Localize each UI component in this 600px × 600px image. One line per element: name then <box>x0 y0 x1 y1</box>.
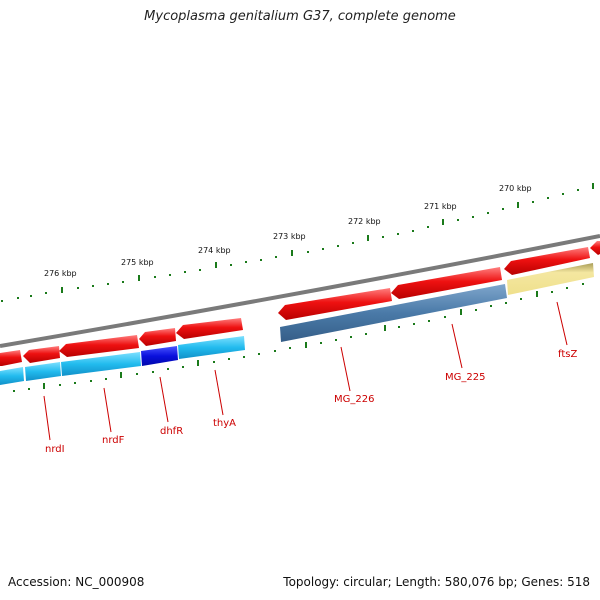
gene-forward-arrow[interactable] <box>278 288 392 320</box>
genome-summary-text: Topology: circular; Length: 580,076 bp; … <box>283 575 590 589</box>
gene-forward-arrow[interactable] <box>504 247 590 275</box>
genome-backbone <box>0 234 600 348</box>
scale-label: 275 kbp <box>121 258 154 267</box>
forward-strand-track <box>0 241 600 366</box>
leader-line <box>556 301 568 346</box>
gene-label-thya[interactable]: thyA <box>213 418 236 429</box>
gene-forward-arrow[interactable] <box>0 350 22 366</box>
upper-tick-track <box>1 183 594 302</box>
gene-block[interactable] <box>0 367 24 385</box>
scale-label: 274 kbp <box>198 246 231 255</box>
scale-labels: 276 kbp 275 kbp 274 kbp 273 kbp 272 kbp … <box>44 184 532 278</box>
label-leaders <box>43 301 568 441</box>
gene-block[interactable] <box>25 362 61 381</box>
leader-line <box>103 387 112 433</box>
gene-block[interactable] <box>141 346 178 366</box>
gene-label-ftsz[interactable]: ftsZ <box>558 349 577 360</box>
gene-label-dhfr[interactable]: dhfR <box>160 426 183 437</box>
gene-forward-arrow[interactable] <box>391 267 502 299</box>
gene-forward-arrow[interactable] <box>590 241 600 255</box>
gene-label-nrdf[interactable]: nrdF <box>102 435 125 446</box>
gene-forward-arrow[interactable] <box>139 328 176 346</box>
accession-text: Accession: NC_000908 <box>8 575 145 589</box>
scale-label: 270 kbp <box>499 184 532 193</box>
leader-line <box>340 346 351 392</box>
gene-block[interactable] <box>178 336 245 359</box>
map-title: Mycoplasma genitalium G37, complete geno… <box>144 9 456 24</box>
gene-labels: nrdI nrdF dhfR thyA MG_226 MG_225 ftsZ <box>45 349 577 455</box>
scale-label: 271 kbp <box>424 202 457 211</box>
scale-label: 272 kbp <box>348 217 381 226</box>
gene-forward-arrow[interactable] <box>59 335 139 357</box>
reverse-strand-track <box>0 263 594 385</box>
leader-line <box>43 395 51 441</box>
gene-label-nrdi[interactable]: nrdI <box>45 444 65 455</box>
leader-line <box>451 323 463 369</box>
gene-forward-arrow[interactable] <box>23 346 60 363</box>
gene-label-mg225[interactable]: MG_225 <box>445 372 485 383</box>
lower-tick-track <box>13 283 584 392</box>
gene-block[interactable] <box>61 352 141 376</box>
leader-line <box>159 376 169 423</box>
scale-label: 276 kbp <box>44 269 77 278</box>
gene-block[interactable] <box>507 263 594 295</box>
scale-label: 273 kbp <box>273 232 306 241</box>
gene-forward-arrow[interactable] <box>176 318 243 339</box>
leader-line <box>214 369 224 416</box>
gene-label-mg226[interactable]: MG_226 <box>334 394 374 405</box>
gene-block[interactable] <box>280 284 507 342</box>
